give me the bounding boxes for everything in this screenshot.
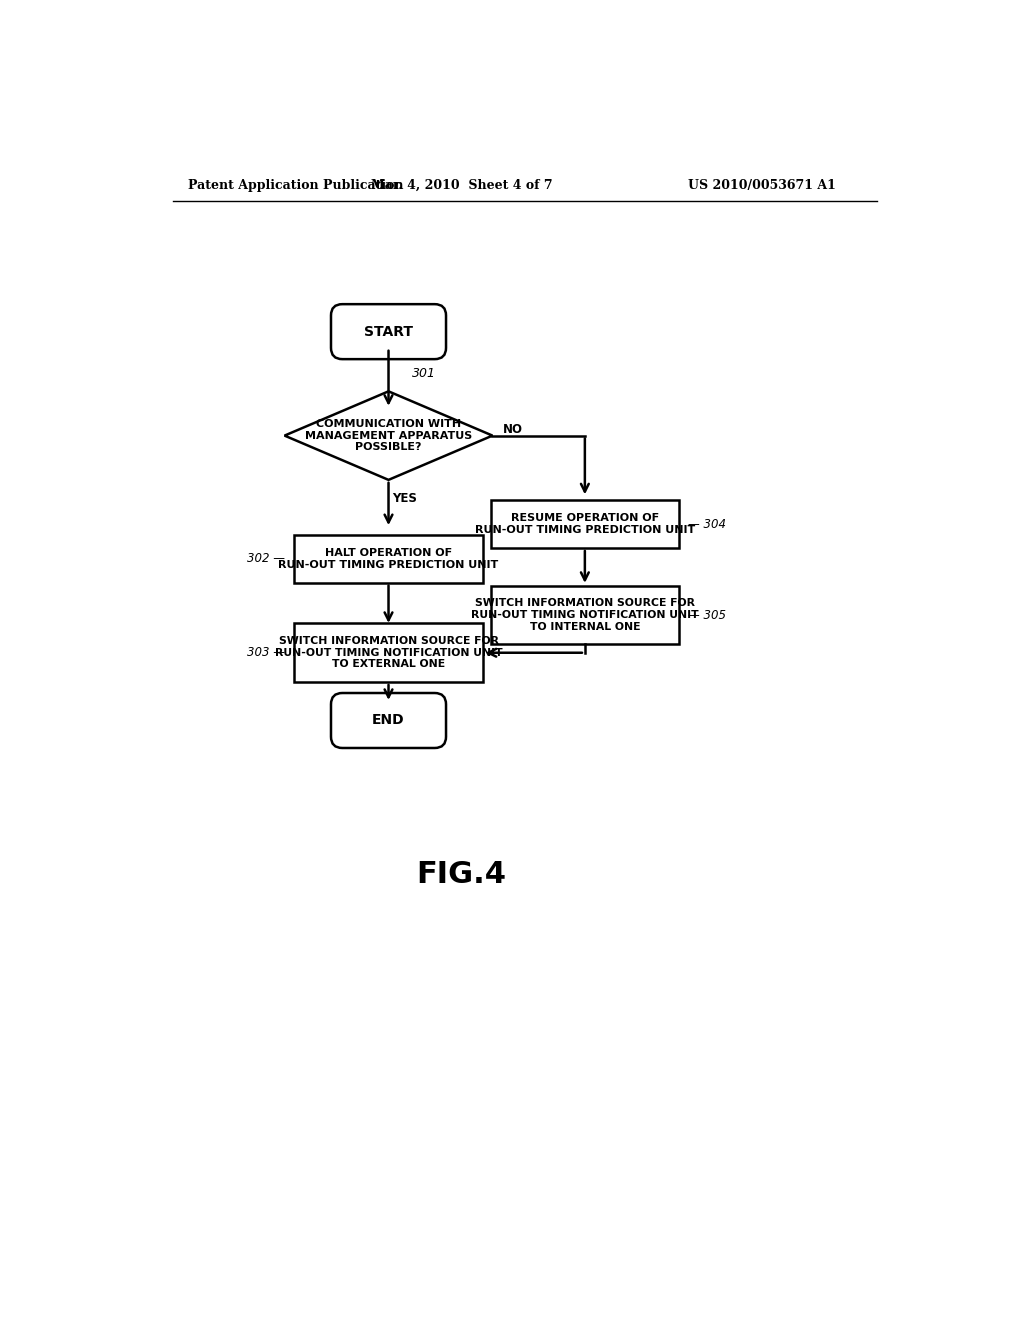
Text: US 2010/0053671 A1: US 2010/0053671 A1 [688, 178, 836, 191]
Bar [294, 623, 483, 682]
Text: START: START [364, 325, 413, 339]
Bar [294, 535, 483, 582]
Text: 303 —: 303 — [247, 647, 285, 659]
Text: Mar. 4, 2010  Sheet 4 of 7: Mar. 4, 2010 Sheet 4 of 7 [371, 178, 553, 191]
Text: 301: 301 [412, 367, 435, 380]
Text: Patent Application Publication: Patent Application Publication [188, 178, 403, 191]
Text: NO: NO [503, 422, 522, 436]
FancyBboxPatch shape [331, 304, 446, 359]
Text: 302 —: 302 — [247, 552, 285, 565]
Text: FIG.4: FIG.4 [417, 861, 507, 888]
Text: END: END [372, 714, 404, 727]
Bar [490, 586, 679, 644]
Text: RESUME OPERATION OF
RUN-OUT TIMING PREDICTION UNIT: RESUME OPERATION OF RUN-OUT TIMING PREDI… [475, 513, 695, 535]
Text: HALT OPERATION OF
RUN-OUT TIMING PREDICTION UNIT: HALT OPERATION OF RUN-OUT TIMING PREDICT… [279, 548, 499, 570]
Text: — 304: — 304 [688, 517, 726, 531]
Text: SWITCH INFORMATION SOURCE FOR
RUN-OUT TIMING NOTIFICATION UNIT
TO EXTERNAL ONE: SWITCH INFORMATION SOURCE FOR RUN-OUT TI… [274, 636, 503, 669]
Text: YES: YES [392, 492, 417, 504]
FancyBboxPatch shape [331, 693, 446, 748]
Text: COMMUNICATION WITH
MANAGEMENT APPARATUS
POSSIBLE?: COMMUNICATION WITH MANAGEMENT APPARATUS … [305, 418, 472, 453]
Bar [490, 500, 679, 548]
Polygon shape [285, 391, 493, 480]
Text: SWITCH INFORMATION SOURCE FOR
RUN-OUT TIMING NOTIFICATION UNIT
TO INTERNAL ONE: SWITCH INFORMATION SOURCE FOR RUN-OUT TI… [471, 598, 698, 631]
Text: — 305: — 305 [688, 609, 726, 622]
